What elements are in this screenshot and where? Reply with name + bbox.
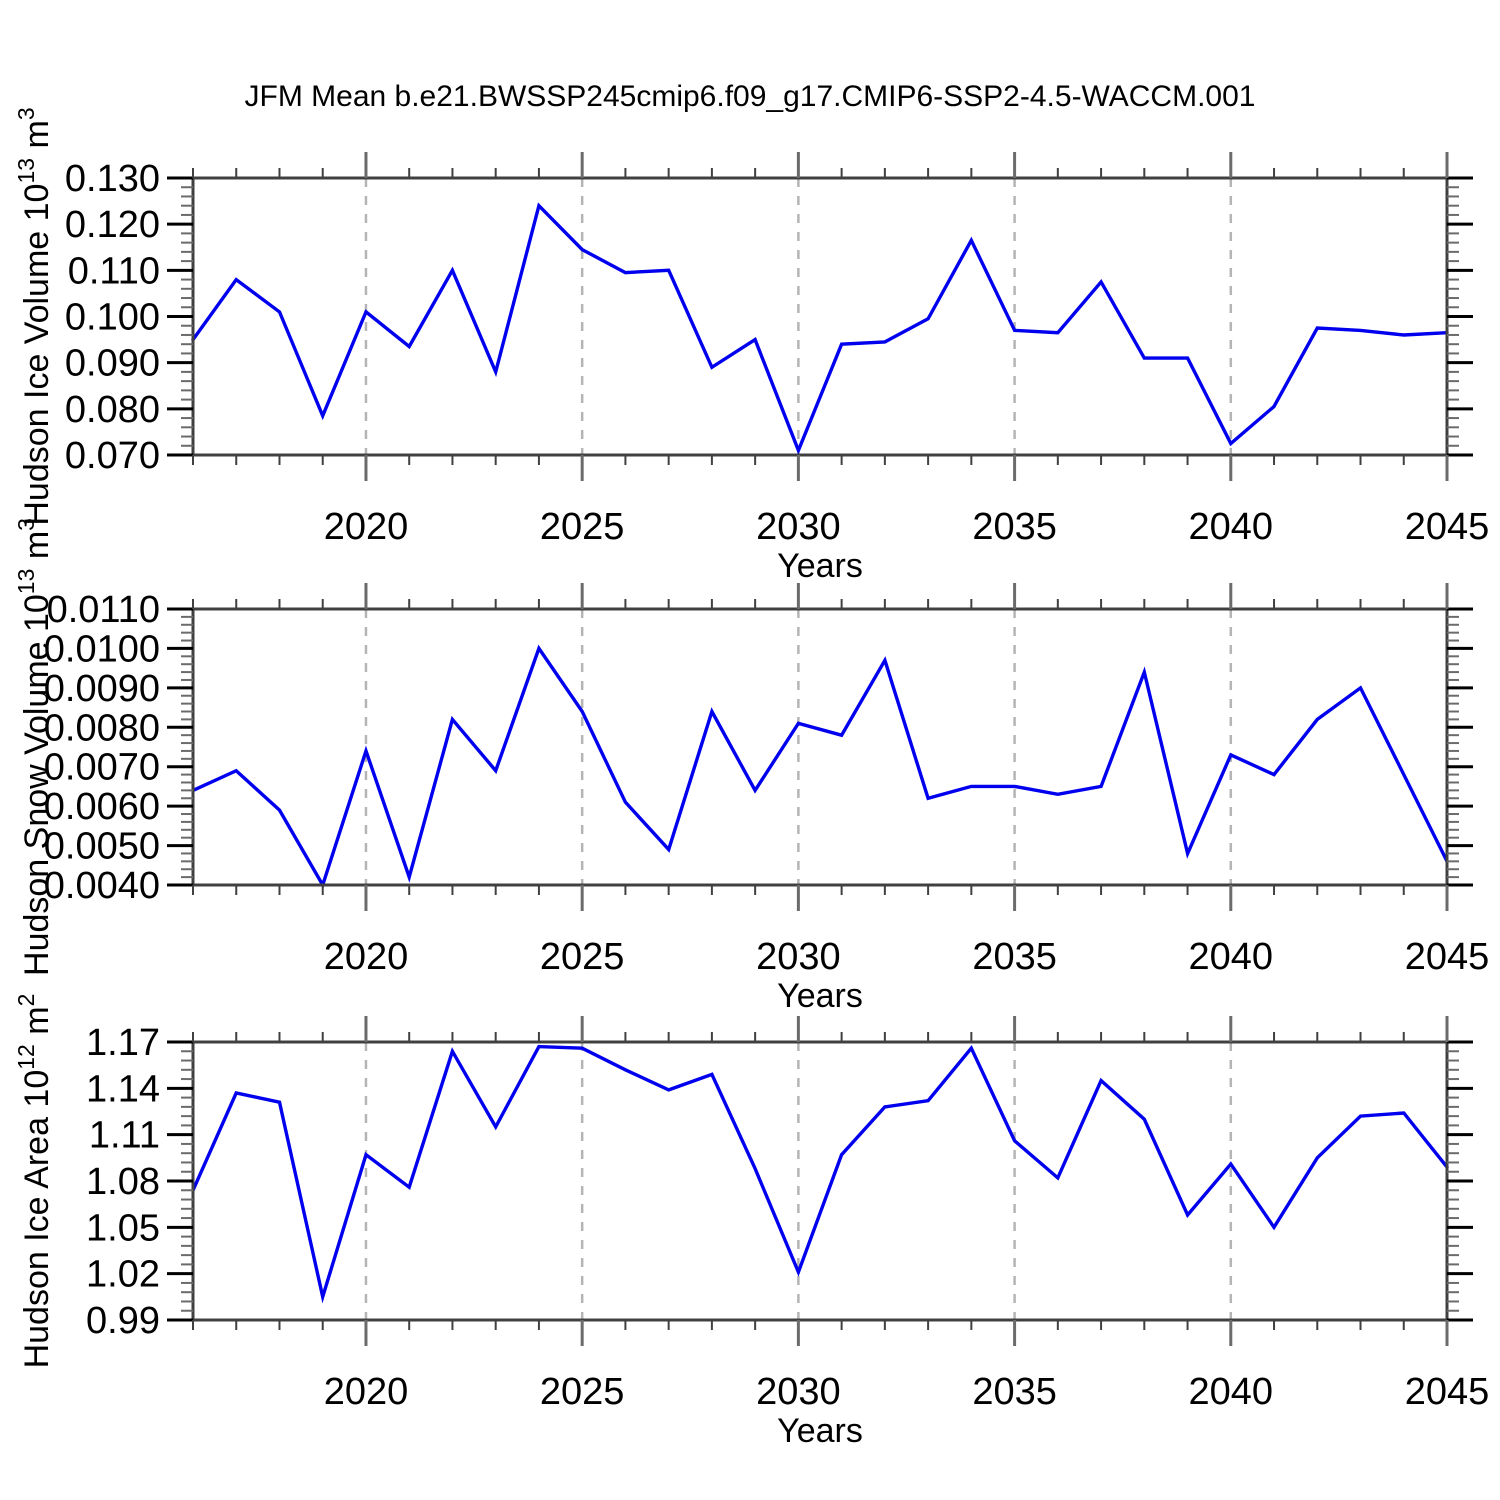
x-tick-label: 2035 (972, 506, 1057, 548)
y-tick-label: 0.110 (68, 250, 160, 292)
y-tick-label: 0.120 (65, 204, 160, 246)
y-tick-label: 0.0060 (44, 786, 160, 828)
y-tick-label: 0.0070 (44, 747, 160, 789)
y-tick-label: 1.11 (89, 1115, 160, 1157)
x-tick-label: 2040 (1189, 1371, 1274, 1413)
x-tick-label: 2025 (540, 936, 625, 978)
plot-frame (191, 607, 1449, 887)
x-tick-label: 2020 (324, 936, 409, 978)
y-tick-label: 0.080 (65, 389, 160, 431)
y-tick-label: 0.0040 (44, 865, 160, 907)
x-tick-label: 2020 (324, 1371, 409, 1413)
x-tick-label: 2045 (1405, 506, 1490, 548)
y-tick-label: 1.14 (86, 1068, 160, 1110)
y-axis-title: Hudson Snow Volume 1013 m3 (13, 518, 56, 976)
chart-hudson-ice-area: 0.991.02 1.051.081.11 1.141.17 2020 2025 2030… (13, 994, 1489, 1450)
x-axis-title: Years (777, 547, 863, 585)
x-tick-label: 2030 (756, 936, 841, 978)
x-tick-label: 2030 (756, 1371, 841, 1413)
y-tick-label: 0.130 (65, 158, 160, 200)
x-tick-label: 2040 (1189, 506, 1274, 548)
x-tick-label: 2030 (756, 506, 841, 548)
x-tick-label: 2025 (540, 1371, 625, 1413)
figure-title: JFM Mean b.e21.BWSSP245cmip6.f09_g17.CMI… (244, 80, 1256, 113)
y-tick-label: 0.090 (65, 343, 160, 385)
y-tick-label: 1.05 (86, 1207, 160, 1249)
y-axis-title: Hudson Ice Volume 1013 m3 (13, 107, 56, 525)
x-axis-title: Years (777, 977, 863, 1015)
y-tick-label: 0.0090 (44, 668, 160, 710)
y-tick-label: 1.08 (86, 1161, 160, 1203)
y-tick-label: 0.100 (65, 297, 160, 339)
x-axis-title: Years (777, 1412, 863, 1450)
y-tick-label: 1.02 (86, 1254, 160, 1296)
chart-hudson-snow-volume: 0.00400.00500.00600.00700.00800.00900.01… (13, 518, 1489, 1015)
y-tick-label: 0.0050 (44, 826, 160, 868)
y-tick-label: 0.0100 (44, 628, 160, 670)
y-axis-title: Hudson Ice Area 1012 m2 (13, 994, 56, 1369)
hudson-ice-volume-line (191, 202, 1449, 455)
y-tick-label: 0.0110 (47, 589, 160, 631)
x-tick-label: 2035 (972, 936, 1057, 978)
hudson-ice-area-line (191, 1044, 1449, 1304)
x-tick-label: 2025 (540, 506, 625, 548)
plot-frame (191, 176, 1449, 457)
plot-frame (191, 1040, 1449, 1322)
x-tick-label: 2045 (1405, 1371, 1490, 1413)
y-tick-label: 0.99 (86, 1300, 160, 1342)
x-tick-label: 2020 (324, 506, 409, 548)
x-tick-label: 2040 (1189, 936, 1274, 978)
y-tick-label: 0.070 (65, 435, 160, 477)
y-tick-label: 0.0080 (44, 707, 160, 749)
x-tick-label: 2035 (972, 1371, 1057, 1413)
y-tick-label: 1.17 (86, 1022, 160, 1064)
x-tick-label: 2045 (1405, 936, 1490, 978)
hudson-snow-volume-line (191, 644, 1449, 890)
